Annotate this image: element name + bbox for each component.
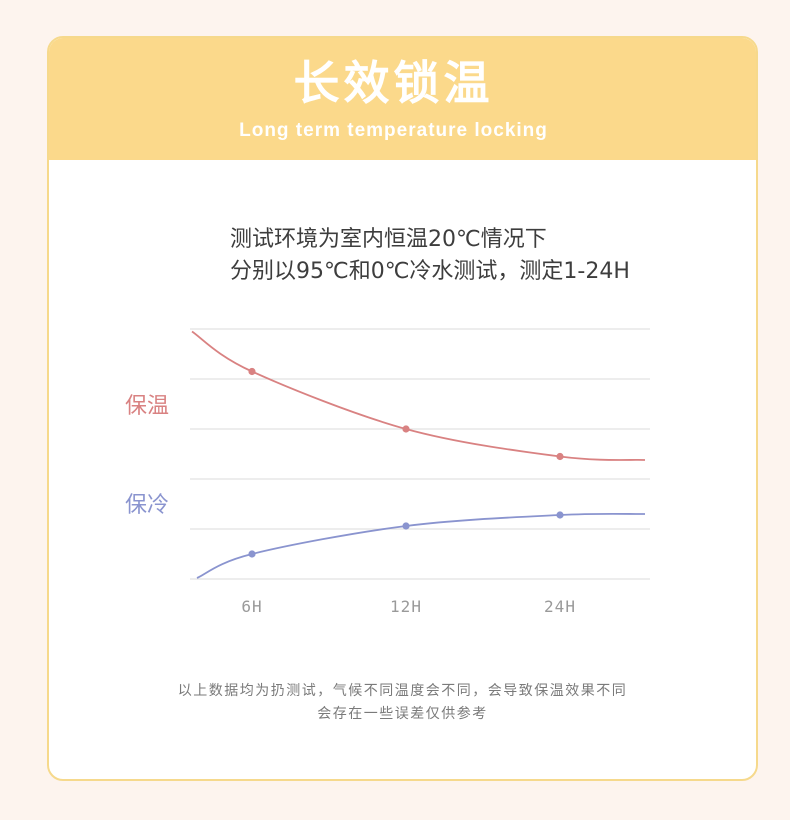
data-point [556,511,564,519]
test-conditions-line-1: 测试环境为室内恒温20℃情况下 [230,227,547,252]
x-tick-label: 6H [241,597,262,616]
series-line [196,512,646,579]
test-conditions-text: 测试环境为室内恒温20℃情况下 分别以95℃和0℃冷水测试，测定1-24H [230,224,630,288]
page-subtitle: Long term temperature locking [239,120,548,141]
header-band [49,38,756,160]
temperature-chart: 6H 12H 24H [190,328,650,616]
data-point [248,367,256,376]
data-point [556,452,564,461]
data-point [402,425,410,433]
info-card [47,36,758,781]
x-tick-label: 24H [544,597,576,616]
data-point [248,550,256,558]
x-tick-label: 12H [390,597,422,616]
disclaimer-line-2: 会存在一些误差仅供参考 [317,706,488,722]
series-line [191,330,646,461]
series-label-warm: 保温 [125,394,170,419]
test-conditions-line-2: 分别以95℃和0℃冷水测试，测定1-24H [230,259,630,284]
page-title: 长效锁温 [293,57,494,109]
series-label-cold: 保冷 [125,493,170,518]
disclaimer-line-1: 以上数据均为扔测试，气候不同温度会不同，会导致保温效果不同 [177,683,628,699]
data-point [402,522,410,530]
disclaimer-text: 以上数据均为扔测试，气候不同温度会不同，会导致保温效果不同 会存在一些误差仅供参… [47,680,758,726]
